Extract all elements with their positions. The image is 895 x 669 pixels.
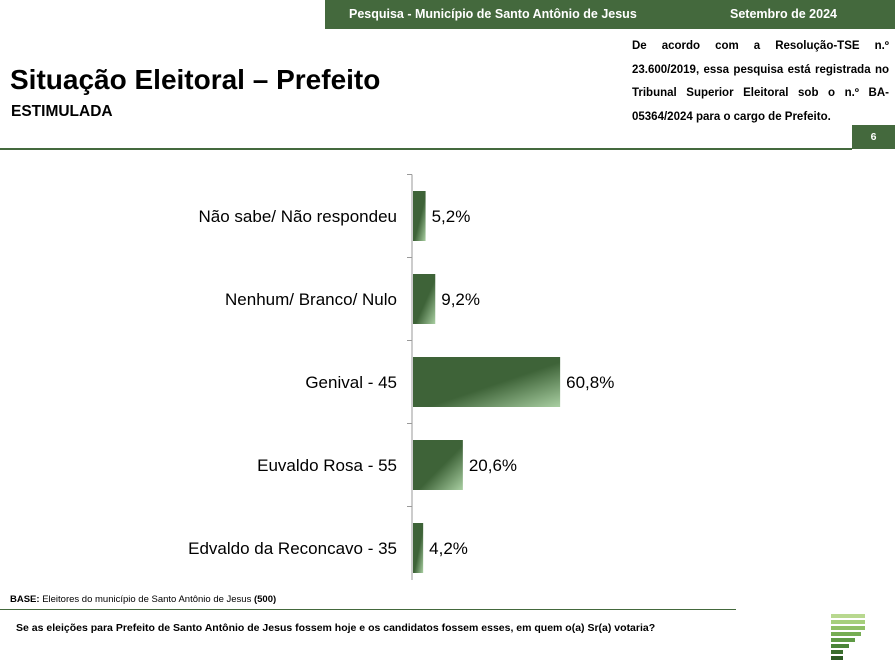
base-count: (500) [253,594,277,605]
date-label: Setembro de 2024 [730,7,837,21]
value-label: 5,2% [432,207,471,226]
bar [413,191,426,241]
institute-logo-icon [831,614,865,660]
footer-divider [0,609,736,610]
category-label: Não sabe/ Não respondeu [199,207,397,226]
value-label: 4,2% [429,539,468,558]
bar-chart: Não sabe/ Não respondeu 5,2% Nenhum/ Branc… [188,174,614,580]
value-label: 60,8% [566,373,614,392]
header-divider [0,148,852,150]
category-label: Euvaldo Rosa - 55 [257,456,397,475]
page-number-badge: 6 [852,125,895,149]
bar [413,357,561,407]
base-text: Eleitores do município de Santo Antônio … [39,594,254,605]
page-subtitle: ESTIMULADA [11,103,113,120]
category-label: Nenhum/ Branco/ Nulo [225,290,397,309]
page-title: Situação Eleitoral – Prefeito [10,64,381,95]
category-label: Genival - 45 [305,373,397,392]
category-label: Edvaldo da Reconcavo - 35 [188,539,397,558]
survey-question: Se as eleições para Prefeito de Santo An… [16,622,656,634]
value-label: 20,6% [469,456,517,475]
base-label: BASE: [10,594,40,605]
bar [413,440,463,490]
registration-note: De acordo com a Resolução-TSE n.º 23.600… [632,40,889,123]
bar [413,274,436,324]
value-label: 9,2% [441,290,480,309]
base-note: BASE: Eleitores do município de Santo An… [10,594,276,605]
bar [413,523,424,573]
survey-label: Pesquisa - Município de Santo Antônio de… [349,7,637,21]
header-bar: Pesquisa - Município de Santo Antônio de… [325,0,895,29]
